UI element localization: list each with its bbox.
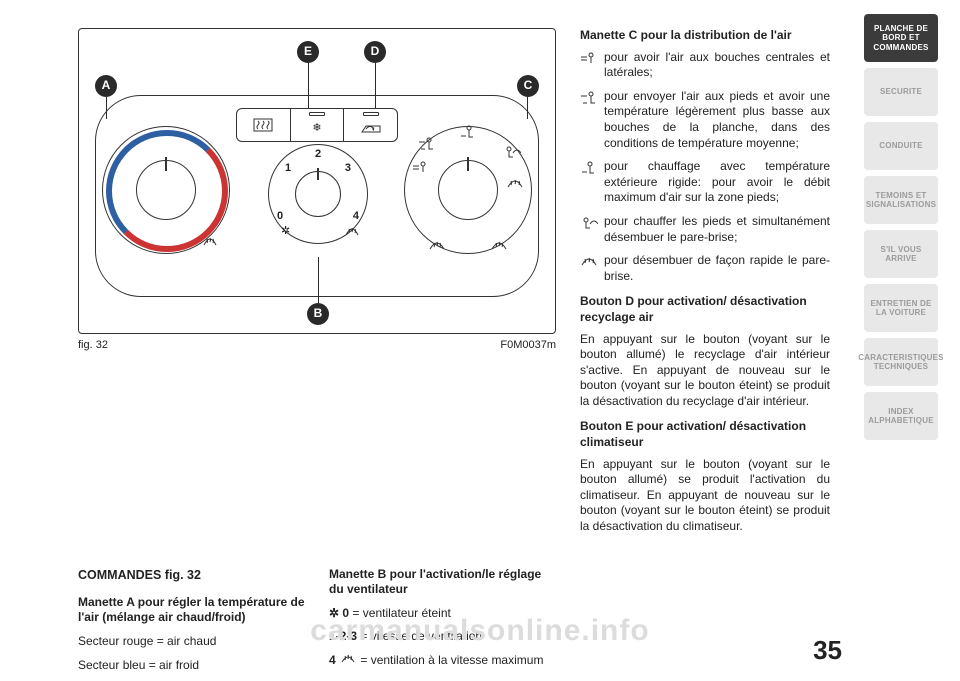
recirculation-button[interactable]: [343, 109, 397, 141]
air-defrost-icon: [507, 177, 523, 189]
air-feet-defrost-icon: [503, 145, 521, 159]
callout-lead: [318, 257, 319, 303]
air-face-icon: [581, 52, 597, 81]
fan-line-4: 4 = ventilation à la vitesse maximum: [329, 653, 556, 669]
section-tabs: PLANCHE DE BORD ET COMMANDES SECURITE CO…: [864, 14, 938, 440]
watermark: carmanualsonline.info: [310, 611, 649, 650]
temperature-knob[interactable]: [102, 126, 230, 254]
callout-lead: [527, 97, 528, 119]
column-a: COMMANDES fig. 32 Manette A pour régler …: [78, 567, 305, 681]
paragraph: En appuyant sur le bouton (voyant sur le…: [580, 332, 830, 410]
defrost-front-rear-icon: [491, 239, 507, 251]
callout-lead: [106, 97, 107, 119]
figure-32: A C D E B: [78, 28, 556, 545]
heading-manette-c: Manette C pour la distribution de l'air: [580, 28, 830, 44]
dist-item: pour envoyer l'air aux pieds et avoir un…: [580, 89, 830, 151]
air-feet-icon: [461, 125, 475, 139]
defrost-front-icon: [203, 235, 217, 247]
page-number: 35: [813, 634, 842, 668]
knob-grip: [136, 160, 196, 220]
figure-caption: fig. 32: [78, 338, 108, 352]
heading-bouton-d: Bouton D pour activation/ désactivation …: [580, 294, 830, 325]
callout-b: B: [307, 303, 329, 325]
dist-item: pour chauffage avec température extérieu…: [580, 159, 830, 206]
dist-item: pour avoir l'air aux bouches centrales e…: [580, 50, 830, 81]
tab-caracteristiques[interactable]: CARACTERISTIQUES TECHNIQUES: [864, 338, 938, 386]
paragraph: En appuyant sur le bouton (voyant sur le…: [580, 457, 830, 535]
heading-manette-a: Manette A pour régler la température de …: [78, 595, 305, 626]
air-face-feet-icon: [581, 91, 597, 151]
heading-bouton-e: Bouton E pour activation/ désactivation …: [580, 419, 830, 450]
defrost-icon: [345, 225, 359, 237]
dist-item: pour désembuer de façon rapide le pare-b…: [580, 253, 830, 284]
tab-securite[interactable]: SECURITE: [864, 68, 938, 116]
manual-page: PLANCHE DE BORD ET COMMANDES SECURITE CO…: [0, 0, 960, 678]
callout-d: D: [364, 41, 386, 63]
hvac-panel-diagram: A C D E B: [78, 28, 556, 334]
fan-icon: ✲: [281, 226, 290, 237]
dist-item: pour chauffer les pieds et simultanément…: [580, 214, 830, 245]
tab-index[interactable]: INDEX ALPHABETIQUE: [864, 392, 938, 440]
ac-button[interactable]: ❄: [290, 109, 344, 141]
air-defrost-icon: [581, 255, 597, 284]
snowflake-icon: ❄: [312, 123, 321, 134]
defrost-icon: [341, 653, 355, 669]
top-region: A C D E B: [78, 28, 830, 545]
callout-e: E: [297, 41, 319, 63]
paragraph: Secteur bleu = air froid: [78, 658, 305, 674]
fan-speed-knob[interactable]: 0 1 2 3 4 ✲: [268, 144, 368, 244]
figure-code: F0M0037m: [500, 338, 556, 352]
air-feet-defrost-icon: [580, 216, 598, 245]
callout-a: A: [95, 75, 117, 97]
air-distribution-knob[interactable]: [404, 126, 532, 254]
indicator-lamp: [363, 112, 379, 116]
tab-conduite[interactable]: CONDUITE: [864, 122, 938, 170]
rear-defrost-icon: [253, 118, 273, 132]
paragraph: Secteur rouge = air chaud: [78, 634, 305, 650]
air-face-feet-icon: [419, 137, 435, 151]
heading-manette-b: Manette B pour l'activation/le réglage d…: [329, 567, 556, 598]
rear-defrost-button[interactable]: [237, 109, 290, 141]
figure-caption-row: fig. 32 F0M0037m: [78, 338, 556, 352]
heading-commandes: COMMANDES fig. 32: [78, 567, 305, 583]
recirculation-icon: [360, 122, 382, 134]
knob-grip: [438, 160, 498, 220]
tab-temoins[interactable]: TEMOINS ET SIGNALISATIONS: [864, 176, 938, 224]
indicator-lamp: [309, 112, 325, 116]
air-face-icon: [413, 161, 429, 173]
tab-entretien[interactable]: ENTRETIEN DE LA VOITURE: [864, 284, 938, 332]
panel-outline: ❄: [95, 95, 539, 297]
button-strip: ❄: [236, 108, 398, 142]
air-feet-icon: [582, 161, 596, 206]
callout-lead: [308, 63, 309, 109]
tab-sil-vous-arrive[interactable]: S'IL VOUS ARRIVE: [864, 230, 938, 278]
callout-lead: [375, 63, 376, 109]
tab-planche-de-bord[interactable]: PLANCHE DE BORD ET COMMANDES: [864, 14, 938, 62]
callout-c: C: [517, 75, 539, 97]
right-column: Manette C pour la distribution de l'air …: [580, 28, 830, 545]
knob-grip: [295, 171, 341, 217]
defrost-front-icon: [429, 239, 445, 251]
